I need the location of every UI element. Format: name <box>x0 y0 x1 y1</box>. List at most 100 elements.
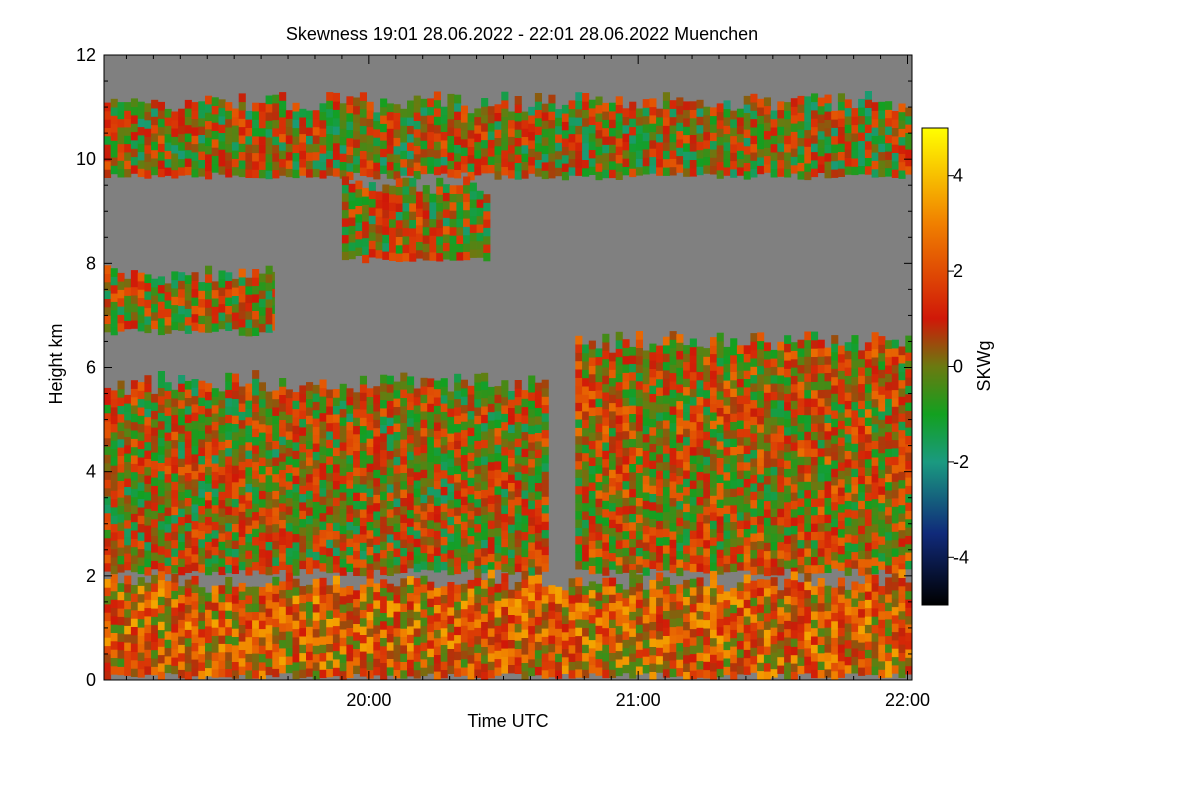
heatmap-cell <box>211 413 219 422</box>
heatmap-cell <box>104 127 112 137</box>
heatmap-cell <box>400 603 408 612</box>
heatmap-cell <box>366 546 374 556</box>
heatmap-cell <box>386 658 394 668</box>
heatmap-cell <box>368 215 376 225</box>
heatmap-cell <box>198 514 206 523</box>
heatmap-cell <box>770 474 778 484</box>
heatmap-cell <box>561 163 569 172</box>
heatmap-cell <box>245 433 253 443</box>
heatmap-cell <box>784 518 792 528</box>
heatmap-cell <box>797 456 805 466</box>
heatmap-cell <box>811 365 819 374</box>
heatmap-cell <box>299 619 307 629</box>
heatmap-cell <box>130 668 138 677</box>
heatmap-cell <box>205 558 213 567</box>
heatmap-cell <box>353 640 361 649</box>
heatmap-cell <box>171 304 179 314</box>
heatmap-cell <box>436 236 444 245</box>
heatmap-cell <box>609 444 617 454</box>
heatmap-cell <box>151 124 159 134</box>
heatmap-cell <box>164 125 172 135</box>
heatmap-cell <box>662 361 670 371</box>
heatmap-cell <box>184 621 192 630</box>
heatmap-cell <box>258 119 266 129</box>
heatmap-cell <box>555 125 563 135</box>
heatmap-cell <box>669 347 677 357</box>
heatmap-cell <box>575 485 583 495</box>
heatmap-cell <box>393 129 401 138</box>
heatmap-cell <box>837 487 845 496</box>
heatmap-cell <box>683 159 691 169</box>
heatmap-cell <box>784 335 792 344</box>
heatmap-cell <box>312 434 320 444</box>
heatmap-cell <box>469 182 477 192</box>
heatmap-cell <box>355 230 363 240</box>
heatmap-cell <box>878 427 886 437</box>
heatmap-cell <box>723 133 731 143</box>
heatmap-cell <box>205 112 213 122</box>
heatmap-cell <box>508 128 516 137</box>
heatmap-cell <box>178 627 186 637</box>
heatmap-cell <box>723 100 731 110</box>
heatmap-cell <box>346 113 354 122</box>
heatmap-cell <box>615 96 623 105</box>
heatmap-cell <box>588 548 596 558</box>
heatmap-cell <box>622 347 630 357</box>
heatmap-cell <box>454 144 462 154</box>
heatmap-cell <box>696 504 704 514</box>
heatmap-cell <box>380 637 388 647</box>
heatmap-cell <box>427 553 435 563</box>
heatmap-cell <box>245 286 253 295</box>
heatmap-cell <box>615 448 623 458</box>
heatmap-cell <box>137 440 145 450</box>
heatmap-cell <box>279 444 287 454</box>
heatmap-cell <box>386 400 394 410</box>
heatmap-cell <box>696 166 704 176</box>
heatmap-cell <box>225 522 233 532</box>
heatmap-cell <box>844 375 852 385</box>
heatmap-cell <box>824 522 832 532</box>
heatmap-cell <box>272 448 280 458</box>
heatmap-cell <box>117 127 125 136</box>
heatmap-cell <box>750 433 758 442</box>
heatmap-cell <box>413 388 421 398</box>
heatmap-cell <box>635 422 643 432</box>
heatmap-cell <box>469 199 477 208</box>
heatmap-cell <box>831 110 839 120</box>
heatmap-cell <box>777 134 785 144</box>
heatmap-cell <box>205 474 213 484</box>
heatmap-cell <box>366 594 374 604</box>
heatmap-cell <box>696 496 704 506</box>
heatmap-cell <box>386 542 394 551</box>
heatmap-cell <box>514 405 522 414</box>
heatmap-cell <box>124 633 132 643</box>
heatmap-cell <box>299 418 307 428</box>
heatmap-cell <box>407 376 415 386</box>
heatmap-cell <box>110 540 118 550</box>
heatmap-cell <box>831 468 839 478</box>
heatmap-cell <box>258 315 266 324</box>
heatmap-cell <box>117 380 125 390</box>
heatmap-cell <box>669 514 677 524</box>
heatmap-cell <box>575 510 583 520</box>
heatmap-cell <box>494 146 502 155</box>
heatmap-cell <box>844 116 852 125</box>
heatmap-cell <box>440 486 448 496</box>
heatmap-cell <box>130 421 138 431</box>
heatmap-cell <box>231 653 239 662</box>
heatmap-cell <box>299 150 307 160</box>
heatmap-cell <box>656 462 664 471</box>
heatmap-cell <box>797 539 805 549</box>
heatmap-cell <box>231 548 239 558</box>
heatmap-cell <box>440 403 448 412</box>
heatmap-cell <box>858 433 866 443</box>
heatmap-cell <box>433 422 441 431</box>
heatmap-cell <box>285 539 293 549</box>
heatmap-cell <box>433 99 441 109</box>
heatmap-cell <box>151 312 159 321</box>
heatmap-cell <box>494 386 502 395</box>
heatmap-cell <box>258 281 266 291</box>
heatmap-cell <box>245 661 253 671</box>
heatmap-cell <box>817 348 825 357</box>
heatmap-cell <box>292 102 300 112</box>
